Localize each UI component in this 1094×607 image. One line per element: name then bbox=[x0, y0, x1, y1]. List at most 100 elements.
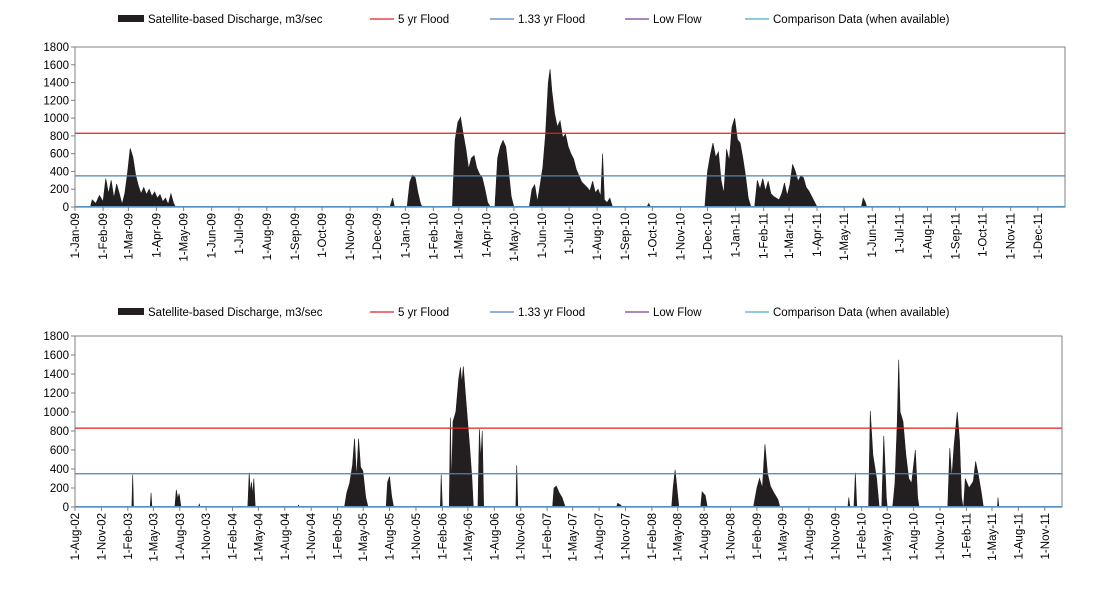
y-tick-label: 400 bbox=[50, 464, 69, 476]
x-tick-label: 1-Aug-11 bbox=[1013, 513, 1025, 559]
x-tick-label: 1-Feb-03 bbox=[123, 513, 135, 560]
x-tick-label: 1-Feb-04 bbox=[228, 512, 240, 559]
y-tick-label: 400 bbox=[50, 166, 69, 178]
y-tick-label: 800 bbox=[50, 426, 69, 438]
x-tick-label: 1-Nov-11 bbox=[1006, 213, 1018, 259]
x-tick-label: 1-Nov-06 bbox=[516, 513, 528, 560]
x-tick-label: 1-Nov-09 bbox=[830, 513, 842, 560]
discharge-area bbox=[75, 359, 1062, 508]
x-tick-label: 1-Aug-09 bbox=[262, 213, 274, 260]
x-tick-label: 1-Jan-11 bbox=[731, 213, 743, 258]
x-tick-label: 1-Mar-11 bbox=[784, 213, 796, 259]
x-tick-label: 1-May-10 bbox=[882, 513, 894, 562]
x-tick-label: 1-Oct-10 bbox=[647, 213, 659, 258]
x-tick-label: 1-May-10 bbox=[509, 213, 521, 262]
legend-label-comparison: Comparison Data (when available) bbox=[773, 307, 950, 319]
x-tick-label: 1-Feb-09 bbox=[752, 513, 764, 560]
x-tick-label: 1-May-11 bbox=[987, 513, 999, 561]
y-tick-label: 1000 bbox=[43, 407, 69, 419]
y-tick-label: 1600 bbox=[43, 60, 69, 72]
x-tick-label: 1-Jun-11 bbox=[867, 213, 879, 258]
x-tick-label: 1-Oct-11 bbox=[978, 213, 990, 257]
y-tick-label: 200 bbox=[50, 184, 69, 196]
x-tick-label: 1-Aug-03 bbox=[175, 513, 187, 560]
y-tick-label: 1800 bbox=[43, 331, 69, 343]
y-tick-label: 0 bbox=[63, 502, 69, 514]
x-tick-label: 1-Nov-03 bbox=[201, 513, 213, 560]
x-tick-label: 1-Nov-02 bbox=[96, 513, 108, 560]
x-tick-label: 1-Mar-10 bbox=[454, 213, 466, 260]
legend-label-flood5: 5 yr Flood bbox=[398, 14, 449, 26]
x-tick-label: 1-Nov-11 bbox=[1040, 513, 1052, 559]
x-tick-label: 1-Apr-10 bbox=[482, 213, 494, 258]
x-tick-label: 1-Sep-09 bbox=[290, 213, 302, 260]
y-tick-label: 1400 bbox=[43, 78, 69, 90]
x-tick-label: 1-Nov-08 bbox=[726, 513, 738, 560]
x-tick-label: 1-Aug-10 bbox=[592, 213, 604, 260]
x-tick-label: 1-May-09 bbox=[777, 513, 789, 562]
x-tick-label: 1-Feb-11 bbox=[759, 213, 771, 259]
legend-swatch-discharge bbox=[118, 15, 144, 22]
x-tick-label: 1-May-05 bbox=[358, 513, 370, 562]
x-tick-label: 1-Dec-11 bbox=[1033, 213, 1045, 259]
x-tick-label: 1-Nov-05 bbox=[411, 513, 423, 560]
x-tick-label: 1-Feb-09 bbox=[98, 213, 110, 260]
chart-2: Satellite-based Discharge, m3/sec 5 yr Fl… bbox=[43, 307, 1063, 562]
x-tick-label: 1-May-07 bbox=[568, 513, 580, 562]
legend-label-discharge: Satellite-based Discharge, m3/sec bbox=[148, 14, 323, 26]
y-tick-label: 0 bbox=[63, 202, 69, 214]
x-tick-label: 1-Aug-04 bbox=[280, 512, 292, 560]
y-tick-label: 800 bbox=[50, 131, 69, 143]
y-tick-label: 600 bbox=[50, 149, 69, 161]
x-tick-label: 1-Feb-06 bbox=[437, 513, 449, 560]
y-tick-label: 1800 bbox=[43, 42, 69, 54]
legend-label-discharge: Satellite-based Discharge, m3/sec bbox=[148, 307, 323, 319]
x-tick-label: 1-Jan-10 bbox=[400, 213, 412, 258]
x-tick-label: 1-Jan-09 bbox=[70, 213, 82, 258]
legend-label-flood133: 1.33 yr Flood bbox=[518, 14, 585, 26]
x-tick-label: 1-Jul-11 bbox=[894, 213, 906, 254]
y-tick-label: 1400 bbox=[43, 369, 69, 381]
x-tick-label: 1-Aug-08 bbox=[699, 513, 711, 560]
x-tick-label: 1-Feb-10 bbox=[857, 513, 869, 560]
x-tick-label: 1-Feb-08 bbox=[647, 513, 659, 560]
y-tick-label: 1200 bbox=[43, 95, 69, 107]
x-tick-label: 1-Aug-07 bbox=[594, 513, 606, 560]
x-tick-label: 1-Sep-11 bbox=[951, 213, 963, 259]
x-tick-label: 1-Dec-09 bbox=[372, 213, 384, 260]
x-tick-label: 1-Apr-11 bbox=[812, 213, 824, 257]
x-tick-label: 1-Sep-10 bbox=[620, 213, 632, 260]
x-tick-label: 1-Feb-05 bbox=[333, 513, 345, 560]
x-tick-label: 1-May-09 bbox=[179, 213, 191, 262]
x-tick-label: 1-Dec-10 bbox=[703, 213, 715, 260]
x-tick-label: 1-Feb-07 bbox=[542, 513, 554, 560]
x-tick-label: 1-Jun-09 bbox=[207, 213, 219, 258]
x-tick-label: 1-Aug-10 bbox=[909, 513, 921, 560]
x-tick-label: 1-May-11 bbox=[839, 213, 851, 261]
legend-swatch-discharge bbox=[118, 308, 144, 315]
y-tick-label: 1000 bbox=[43, 113, 69, 125]
legend-label-lowflow: Low Flow bbox=[653, 307, 702, 319]
x-tick-label: 1-Aug-06 bbox=[489, 513, 501, 560]
x-tick-label: 1-Feb-11 bbox=[961, 513, 973, 559]
x-tick-label: 1-May-08 bbox=[673, 513, 685, 562]
y-tick-label: 200 bbox=[50, 483, 69, 495]
x-tick-label: 1-Nov-07 bbox=[620, 513, 632, 560]
x-tick-label: 1-Jul-09 bbox=[234, 213, 246, 255]
x-tick-label: 1-Jul-10 bbox=[564, 213, 576, 255]
y-tick-label: 1600 bbox=[43, 350, 69, 362]
x-tick-label: 1-Feb-10 bbox=[428, 213, 440, 260]
x-tick-label: 1-Mar-09 bbox=[123, 213, 135, 260]
x-tick-label: 1-May-04 bbox=[253, 512, 265, 561]
legend-label-flood133: 1.33 yr Flood bbox=[518, 307, 585, 319]
legend-label-comparison: Comparison Data (when available) bbox=[773, 14, 950, 26]
y-tick-label: 600 bbox=[50, 445, 69, 457]
x-tick-label: 1-Nov-10 bbox=[935, 513, 947, 560]
x-tick-label: 1-Nov-09 bbox=[345, 213, 357, 260]
discharge-area bbox=[75, 69, 1065, 208]
legend-label-lowflow: Low Flow bbox=[653, 14, 702, 26]
x-tick-label: 1-May-06 bbox=[463, 513, 475, 562]
y-tick-label: 1200 bbox=[43, 388, 69, 400]
x-tick-label: 1-Aug-02 bbox=[70, 513, 82, 560]
